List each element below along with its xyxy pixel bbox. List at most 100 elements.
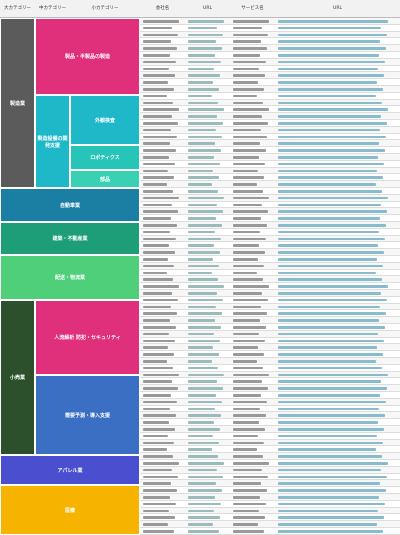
cell-text-placeholder — [188, 251, 220, 254]
cell-text-placeholder — [278, 183, 376, 186]
cell-text-placeholder — [233, 196, 269, 200]
cell-text-placeholder — [143, 523, 168, 526]
cell-text-placeholder — [143, 108, 179, 111]
cell-text-placeholder — [233, 421, 259, 424]
cell-text-placeholder — [143, 47, 177, 50]
cell-text-placeholder — [188, 462, 224, 465]
cell-text-placeholder — [278, 462, 388, 465]
cell-text-placeholder — [278, 264, 383, 268]
cell-text-placeholder — [278, 414, 385, 417]
table-row — [140, 38, 400, 46]
cell-text-placeholder — [233, 94, 257, 98]
cell-text-placeholder — [233, 353, 264, 356]
table-row — [140, 222, 400, 229]
cell-text-placeholder — [143, 128, 171, 132]
cell-text-placeholder — [278, 380, 381, 383]
cell-text-placeholder — [278, 237, 385, 241]
cell-text-placeholder — [143, 441, 174, 445]
cell-text-placeholder — [188, 122, 223, 125]
cell-text-placeholder — [188, 496, 215, 499]
cell-text-placeholder — [143, 496, 170, 499]
cell-text-placeholder — [188, 468, 217, 472]
cell-text-placeholder — [143, 190, 173, 193]
cell-text-placeholder — [143, 475, 178, 479]
category: 建築・不動産業 — [0, 222, 140, 255]
table-row — [140, 229, 400, 236]
table-row — [140, 392, 400, 399]
cell-text-placeholder — [188, 502, 221, 506]
cell-text-placeholder — [233, 509, 259, 513]
cell-text-placeholder — [188, 258, 213, 261]
table-row — [140, 72, 400, 80]
cell-text-placeholder — [233, 298, 268, 302]
cell-text-placeholder — [143, 244, 169, 247]
cell-text-placeholder — [278, 319, 379, 322]
table-row — [140, 188, 400, 195]
header-cell: 大カテゴリー — [0, 0, 35, 18]
cell-text-placeholder — [143, 394, 171, 397]
category: 外観検査 — [70, 95, 140, 145]
cell-text-placeholder — [233, 530, 264, 533]
cell-text-placeholder — [188, 346, 213, 349]
cell-text-placeholder — [233, 482, 261, 485]
cell-text-placeholder — [278, 135, 386, 139]
cell-text-placeholder — [233, 108, 269, 111]
cell-text-placeholder — [233, 502, 266, 506]
cell-text-placeholder — [233, 373, 269, 377]
cell-text-placeholder — [278, 339, 384, 343]
table-row — [140, 521, 400, 528]
cell-text-placeholder — [188, 366, 218, 370]
cell-text-placeholder — [233, 346, 258, 349]
cell-text-placeholder — [143, 455, 173, 458]
cell-text-placeholder — [233, 332, 259, 336]
cell-text-placeholder — [188, 94, 212, 98]
table-row — [140, 507, 400, 515]
cell-text-placeholder — [143, 319, 170, 322]
table-row — [140, 126, 400, 134]
cell-text-placeholder — [188, 394, 216, 397]
cell-text-placeholder — [233, 428, 265, 431]
cell-text-placeholder — [233, 128, 261, 132]
table-row — [140, 365, 400, 372]
table-row — [140, 113, 400, 120]
table-row — [140, 106, 400, 114]
cell-text-placeholder — [233, 169, 258, 173]
table-row — [140, 25, 400, 32]
cell-text-placeholder — [278, 496, 379, 499]
cell-text-placeholder — [143, 373, 179, 377]
table-row — [140, 154, 400, 161]
cell-text-placeholder — [233, 54, 260, 57]
cell-text-placeholder — [278, 394, 380, 397]
table-row — [140, 93, 400, 100]
cell-text-placeholder — [143, 237, 176, 241]
cell-text-placeholder — [188, 108, 224, 111]
cell-text-placeholder — [143, 251, 175, 254]
cell-text-placeholder — [188, 489, 222, 492]
table-row — [140, 249, 400, 256]
cell-text-placeholder — [233, 496, 260, 499]
cell-text-placeholder — [188, 237, 221, 241]
cell-text-placeholder — [143, 332, 169, 336]
cell-text-placeholder — [188, 26, 217, 30]
table-row — [140, 242, 400, 250]
cell-text-placeholder — [233, 81, 258, 84]
cell-text-placeholder — [233, 434, 258, 438]
cell-text-placeholder — [278, 203, 381, 207]
cell-text-placeholder — [233, 88, 264, 91]
cell-text-placeholder — [233, 230, 260, 234]
cell-text-placeholder — [278, 108, 388, 111]
cell-text-placeholder — [188, 421, 214, 424]
cell-text-placeholder — [188, 475, 223, 479]
cell-text-placeholder — [143, 162, 175, 166]
cell-text-placeholder — [233, 285, 269, 288]
cell-text-placeholder — [278, 366, 382, 370]
cell-text-placeholder — [233, 258, 258, 261]
cell-text-placeholder — [188, 407, 215, 411]
table-row — [140, 99, 400, 107]
cell-text-placeholder — [278, 60, 385, 64]
cell-text-placeholder — [233, 33, 268, 37]
cell-text-placeholder — [188, 128, 216, 132]
cell-text-placeholder — [143, 122, 178, 125]
cell-text-placeholder — [143, 196, 179, 200]
cell-text-placeholder — [143, 258, 168, 261]
